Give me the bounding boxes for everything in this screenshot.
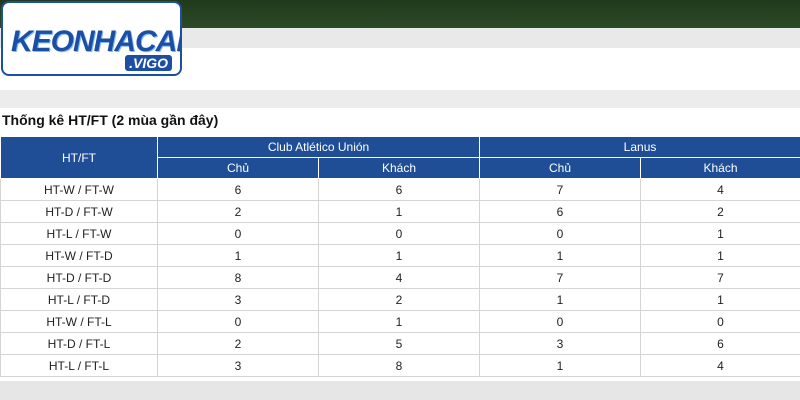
- table-row: HT-W / FT-D 1 1 1 1: [0, 244, 800, 267]
- subheader: Khách: [640, 157, 800, 179]
- cell: 6: [640, 332, 800, 355]
- table-row: HT-L / FT-W 0 0 0 1: [0, 222, 800, 245]
- cell: 1: [317, 200, 481, 223]
- cell: 1: [479, 288, 642, 311]
- section-title: Thống kê HT/FT (2 mùa gần đây): [2, 112, 219, 128]
- cell: 1: [317, 310, 481, 333]
- row-label: HT-D / FT-L: [0, 332, 158, 355]
- row-label: HT-W / FT-D: [0, 244, 158, 267]
- cell: 3: [479, 332, 642, 355]
- cell: 0: [479, 310, 642, 333]
- row-label: HT-L / FT-D: [0, 288, 158, 311]
- footer-bar: [0, 381, 800, 400]
- cell: 1: [479, 244, 642, 267]
- table-row: HT-L / FT-D 3 2 1 1: [0, 288, 800, 311]
- cell: 7: [479, 266, 642, 289]
- cell: 2: [317, 288, 481, 311]
- cell: 8: [317, 354, 481, 377]
- row-label: HT-W / FT-W: [0, 178, 158, 201]
- cell: 1: [317, 244, 481, 267]
- logo[interactable]: KEONHACAI .VIGO: [1, 1, 182, 76]
- cell: 7: [479, 178, 642, 201]
- cell: 0: [640, 310, 800, 333]
- cell: 1: [640, 222, 800, 245]
- nav-bar: [0, 28, 800, 48]
- cell: 2: [157, 200, 319, 223]
- cell: 0: [157, 310, 319, 333]
- cell: 4: [640, 354, 800, 377]
- row-label: HT-D / FT-D: [0, 266, 158, 289]
- subheader: Chủ: [157, 157, 319, 179]
- table-row: HT-D / FT-L 2 5 3 6: [0, 332, 800, 355]
- row-label: HT-W / FT-L: [0, 310, 158, 333]
- header-row: HT/FT Club Atlético Unión Lanus: [0, 136, 800, 179]
- table-row: HT-D / FT-D 8 4 7 7: [0, 266, 800, 289]
- cell: 6: [317, 178, 481, 201]
- subheader: Chủ: [479, 157, 642, 179]
- cell: 6: [157, 178, 319, 201]
- cell: 1: [640, 244, 800, 267]
- table-row: HT-W / FT-L 0 1 0 0: [0, 310, 800, 333]
- logo-domain: .VIGO: [125, 55, 172, 71]
- row-label: HT-L / FT-W: [0, 222, 158, 245]
- cell: 4: [640, 178, 800, 201]
- table-row: HT-D / FT-W 2 1 6 2: [0, 200, 800, 223]
- cell: 6: [479, 200, 642, 223]
- row-label: HT-D / FT-W: [0, 200, 158, 223]
- cell: 2: [157, 332, 319, 355]
- row-header: HT/FT: [0, 136, 158, 179]
- team-header: Club Atlético Unión: [156, 136, 481, 158]
- table-row: HT-W / FT-W 6 6 7 4: [0, 178, 800, 201]
- team-header: Lanus: [479, 136, 800, 158]
- cell: 0: [479, 222, 642, 245]
- stats-table: HT/FT Club Atlético Unión Lanus Chủ Khách…: [0, 136, 800, 377]
- logo-name: KEONHACAI: [11, 25, 182, 58]
- cell: 0: [157, 222, 319, 245]
- cell: 1: [479, 354, 642, 377]
- cell: 0: [317, 222, 481, 245]
- cell: 2: [640, 200, 800, 223]
- cell: 1: [640, 288, 800, 311]
- cell: 7: [640, 266, 800, 289]
- cell: 5: [317, 332, 481, 355]
- cell: 3: [157, 288, 319, 311]
- table-body: HT-W / FT-W 6 6 7 4 HT-D / FT-W 2 1 6 2 HT-L / FT-…: [0, 178, 800, 377]
- cell: 8: [157, 266, 319, 289]
- subheader: Khách: [317, 157, 481, 179]
- cell: 4: [317, 266, 481, 289]
- cell: 1: [157, 244, 319, 267]
- table-row: HT-L / FT-L 3 8 1 4: [0, 354, 800, 377]
- divider: [0, 90, 800, 108]
- cell: 3: [157, 354, 319, 377]
- row-label: HT-L / FT-L: [0, 354, 158, 377]
